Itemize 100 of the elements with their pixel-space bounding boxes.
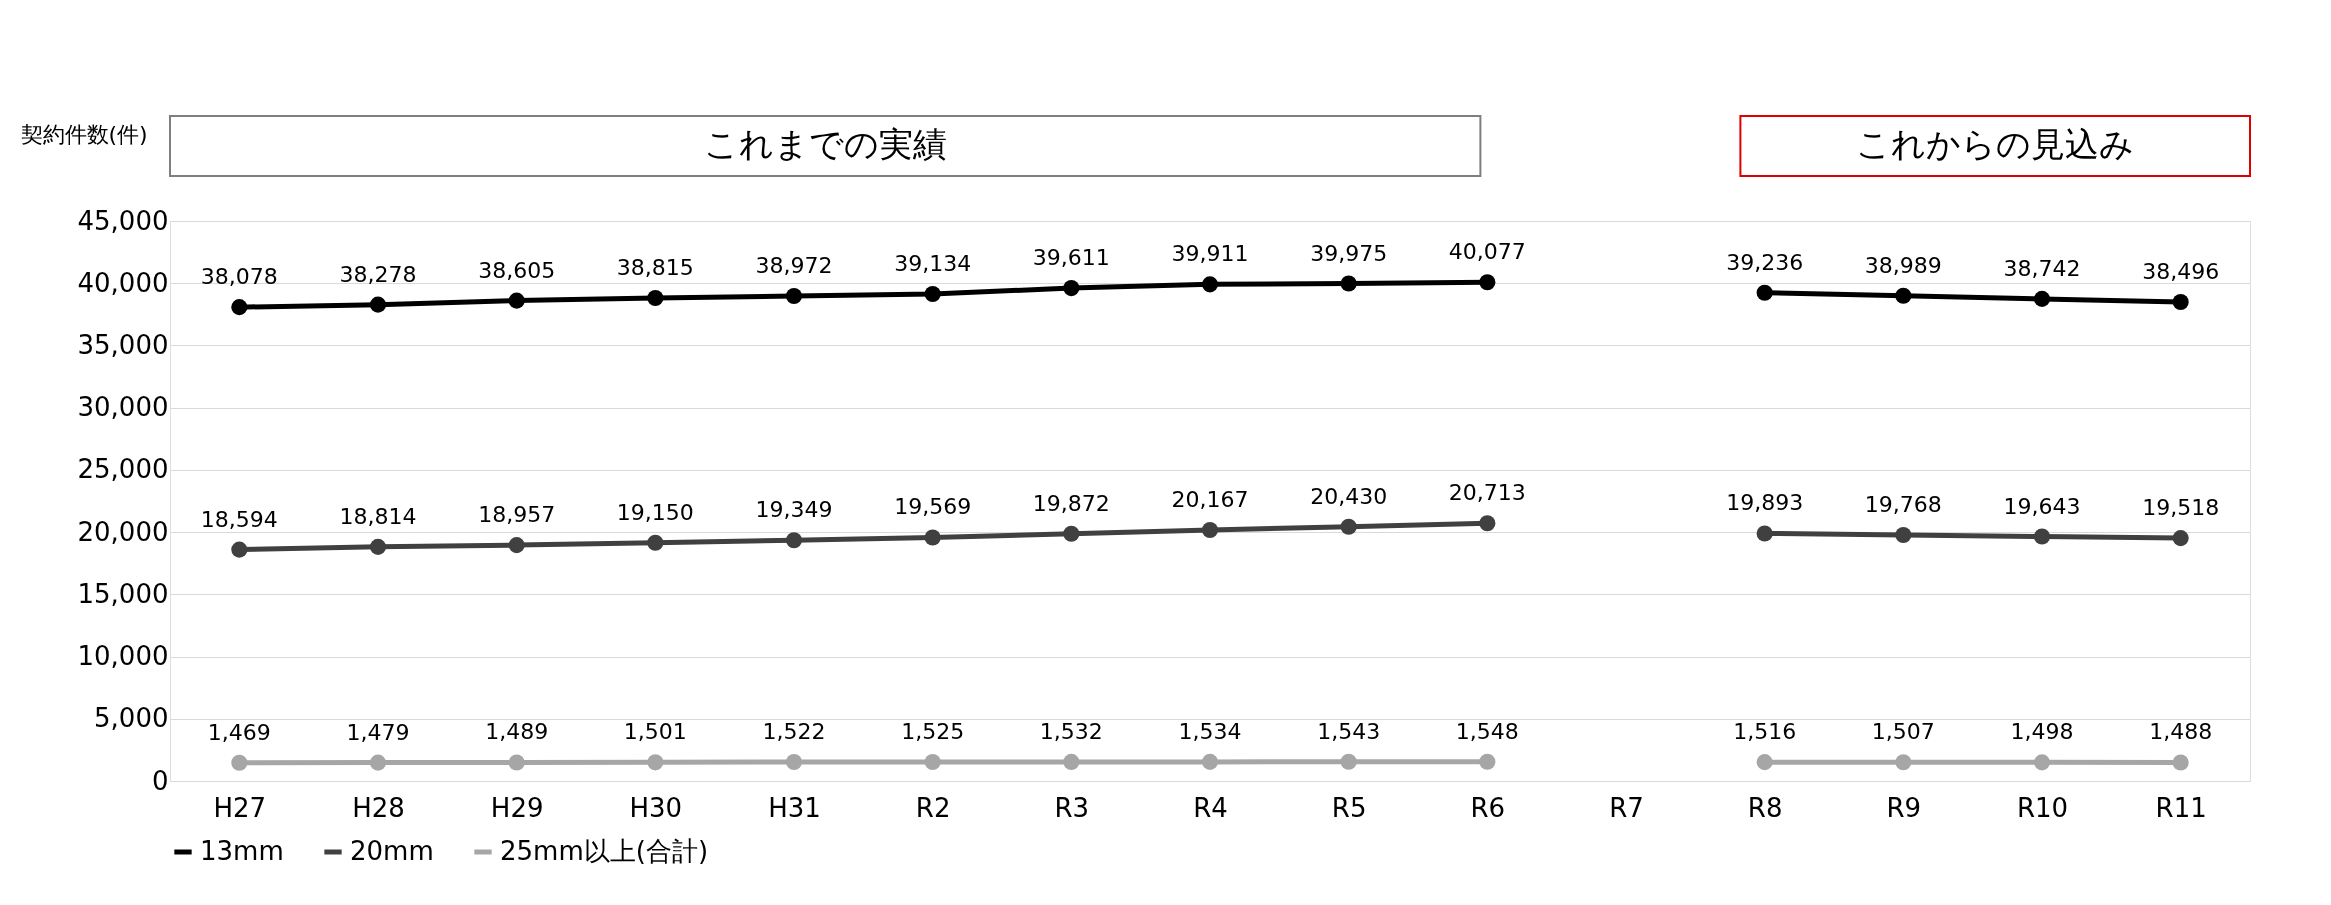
point bbox=[924, 529, 941, 546]
point bbox=[785, 532, 803, 549]
y-tick-label: 25,000 bbox=[77, 454, 169, 485]
y-tick-label: 15,000 bbox=[77, 578, 169, 609]
data-label: 40,077 bbox=[1448, 239, 1526, 265]
point bbox=[1479, 515, 1496, 532]
point bbox=[924, 753, 941, 771]
x-tick-label: H30 bbox=[629, 792, 683, 823]
point bbox=[2172, 754, 2189, 771]
x-tick-label: R11 bbox=[2155, 792, 2207, 823]
legend-label: 13mm bbox=[200, 836, 284, 866]
data-label: 1,543 bbox=[1317, 718, 1381, 744]
point bbox=[647, 289, 664, 307]
point bbox=[1340, 275, 1357, 292]
legend-label: 20mm bbox=[350, 836, 434, 866]
data-label: 38,496 bbox=[2142, 258, 2220, 284]
point bbox=[1479, 753, 1496, 770]
y-tick-label: 35,000 bbox=[77, 329, 169, 360]
data-label: 1,489 bbox=[485, 719, 549, 745]
y-tick-label: 30,000 bbox=[77, 392, 169, 423]
text: これからの見込み bbox=[1856, 124, 2135, 164]
data-label: 38,605 bbox=[478, 257, 556, 283]
data-label: 1,469 bbox=[207, 719, 271, 745]
point bbox=[231, 754, 248, 771]
point bbox=[1756, 754, 1773, 771]
data-label: 38,078 bbox=[200, 264, 278, 290]
data-label: 19,518 bbox=[2142, 495, 2220, 521]
point bbox=[2033, 528, 2051, 545]
point bbox=[1756, 525, 1773, 542]
point bbox=[1895, 287, 1912, 304]
data-label: 19,768 bbox=[1864, 492, 1942, 517]
point bbox=[369, 538, 387, 555]
data-label: 1,498 bbox=[2010, 719, 2074, 745]
y-tick-label: 10,000 bbox=[77, 641, 169, 672]
y-tick-label: 45,000 bbox=[77, 205, 169, 236]
point bbox=[1895, 754, 1912, 771]
data-label: 1,479 bbox=[346, 719, 410, 745]
x-tick-label: R7 bbox=[1609, 792, 1644, 823]
point bbox=[369, 754, 387, 771]
y-axis-title: 契約件数(件) bbox=[20, 121, 148, 147]
x-tick-label: R5 bbox=[1331, 792, 1367, 823]
data-label: 18,957 bbox=[478, 502, 556, 528]
point bbox=[1340, 753, 1357, 770]
point bbox=[2033, 754, 2051, 771]
data-label: 18,814 bbox=[339, 503, 417, 529]
point bbox=[508, 292, 525, 309]
data-label: 1,507 bbox=[1871, 719, 1935, 745]
point bbox=[231, 541, 248, 558]
point bbox=[785, 287, 803, 305]
x-tick-label: H28 bbox=[352, 792, 405, 823]
point bbox=[1479, 274, 1496, 291]
point bbox=[2033, 290, 2051, 307]
x-tick-label: R8 bbox=[1747, 792, 1783, 823]
data-label: 19,150 bbox=[616, 499, 694, 525]
data-label: 20,713 bbox=[1448, 480, 1526, 506]
data-label: 38,989 bbox=[1864, 252, 1942, 278]
y-tick-label: 0 bbox=[151, 765, 169, 796]
data-label: 38,815 bbox=[616, 254, 694, 280]
point bbox=[924, 285, 941, 303]
point bbox=[647, 754, 664, 771]
data-label: 38,972 bbox=[755, 253, 833, 279]
data-label: 19,872 bbox=[1032, 490, 1110, 516]
data-label: 1,532 bbox=[1039, 718, 1103, 744]
data-label: 1,525 bbox=[901, 719, 965, 745]
data-label: 18,594 bbox=[200, 506, 278, 532]
x-tick-label: R4 bbox=[1193, 792, 1228, 823]
data-label: 1,516 bbox=[1733, 719, 1797, 745]
point bbox=[1895, 526, 1912, 544]
point bbox=[508, 754, 525, 771]
point bbox=[2172, 293, 2189, 310]
data-label: 38,742 bbox=[2003, 255, 2081, 281]
data-label: 20,167 bbox=[1171, 487, 1249, 513]
point bbox=[369, 296, 387, 313]
x-tick-label: R10 bbox=[2016, 792, 2069, 823]
data-label: 1,501 bbox=[623, 719, 687, 745]
point bbox=[508, 537, 525, 554]
data-label: 1,522 bbox=[762, 719, 826, 745]
data-label: 39,134 bbox=[894, 251, 972, 276]
point bbox=[1340, 518, 1357, 535]
data-label: 39,975 bbox=[1310, 240, 1388, 266]
point bbox=[1201, 753, 1219, 770]
data-label: 1,488 bbox=[2149, 719, 2213, 745]
point bbox=[1063, 280, 1080, 297]
data-label: 19,643 bbox=[2003, 493, 2081, 519]
y-tick-label: 20,000 bbox=[77, 516, 169, 547]
x-tick-label: R2 bbox=[915, 792, 951, 823]
data-label: 1,534 bbox=[1178, 718, 1242, 744]
point bbox=[1063, 525, 1080, 542]
x-tick-label: R9 bbox=[1886, 792, 1922, 823]
data-label: 39,611 bbox=[1032, 245, 1110, 271]
data-label: 38,278 bbox=[339, 261, 417, 287]
point bbox=[1756, 284, 1773, 301]
legend-label: 25mm以上(合計) bbox=[500, 836, 709, 866]
data-label: 19,569 bbox=[894, 494, 972, 520]
x-tick-label: R3 bbox=[1054, 792, 1090, 823]
x-tick-label: R6 bbox=[1470, 792, 1506, 823]
point bbox=[785, 754, 803, 771]
x-tick-label: H29 bbox=[490, 792, 544, 823]
point bbox=[1201, 276, 1219, 293]
point bbox=[2172, 530, 2189, 547]
